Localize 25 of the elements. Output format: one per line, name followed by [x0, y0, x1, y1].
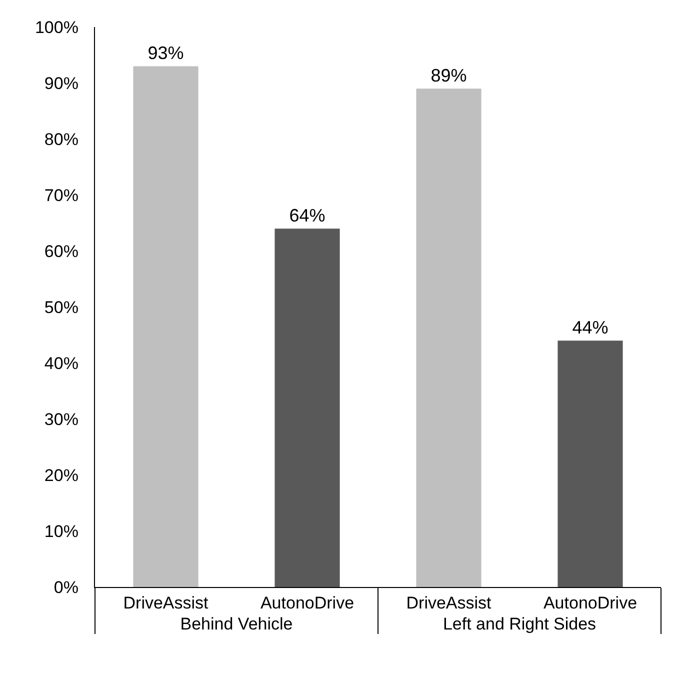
bar	[274, 228, 340, 587]
y-tick-label: 0%	[54, 578, 78, 597]
x-tick-label: Behind Vehicle	[180, 614, 293, 634]
y-tick-label: 50%	[44, 298, 78, 317]
bar	[133, 66, 198, 587]
y-tick-label: 40%	[44, 354, 78, 373]
text: DriveAssist	[406, 594, 492, 613]
x-tick-label: Left and Right Sides	[442, 614, 596, 634]
bar	[558, 340, 623, 587]
bar	[416, 88, 482, 587]
y-tick-label: 90%	[44, 74, 78, 93]
series-label: AutonoDrive	[260, 594, 354, 613]
y-tick-label: 10%	[44, 522, 78, 541]
y-tick-label: 100%	[34, 18, 78, 37]
data-label: 93%	[148, 43, 184, 64]
data-label: 44%	[572, 318, 608, 338]
data-label: 64%	[289, 206, 326, 226]
y-tick-label: 70%	[44, 186, 78, 205]
data-label: 89%	[430, 66, 467, 86]
text: AutonoDrive	[543, 594, 638, 613]
y-tick-label: 20%	[44, 466, 78, 485]
y-tick-label: 60%	[44, 242, 78, 261]
y-tick-label: 80%	[44, 130, 78, 149]
series-label: DriveAssist	[123, 594, 209, 613]
y-tick-label: 30%	[44, 410, 78, 429]
